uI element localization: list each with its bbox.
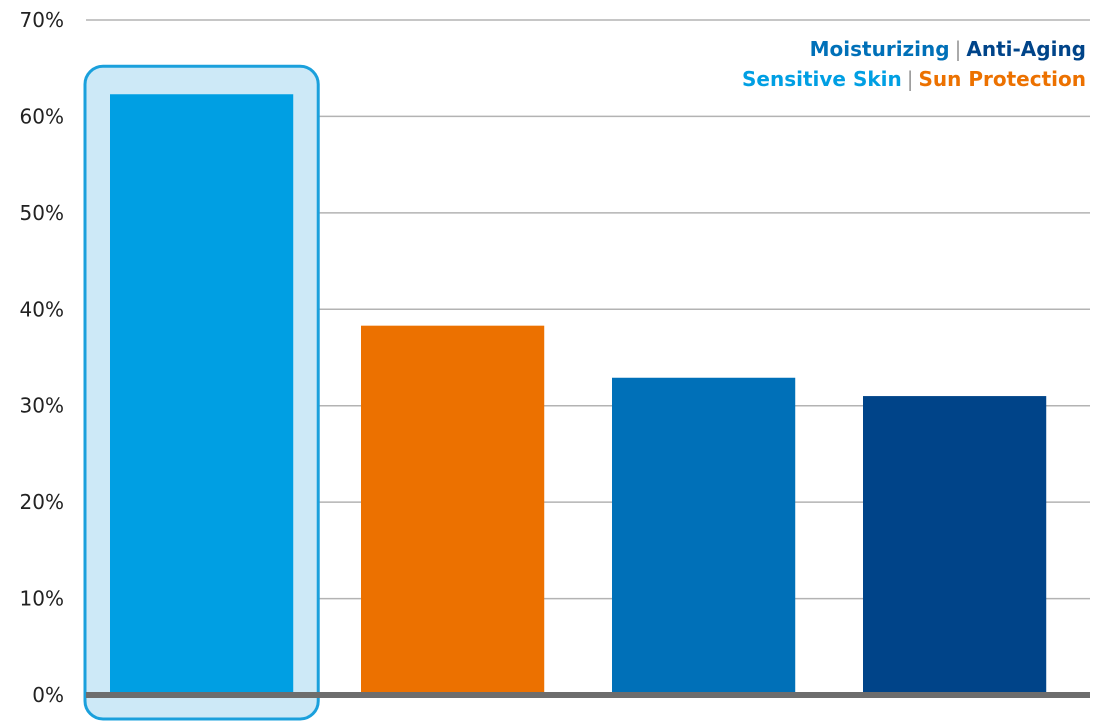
- legend-item-sun-protection: Sun Protection: [918, 67, 1086, 91]
- y-tick-label: 0%: [32, 683, 64, 707]
- legend-separator: |: [906, 67, 914, 91]
- legend-item-anti-aging: Anti-Aging: [966, 37, 1086, 61]
- y-tick-label: 60%: [20, 104, 64, 128]
- legend-row-2: Sensitive Skin | Sun Protection: [742, 64, 1086, 94]
- y-tick-label: 30%: [20, 394, 64, 418]
- y-tick-label: 70%: [20, 8, 64, 32]
- y-tick-label: 10%: [20, 587, 64, 611]
- bars: [110, 94, 1047, 695]
- y-tick-label: 40%: [20, 297, 64, 321]
- legend-row-1: Moisturizing | Anti-Aging: [742, 34, 1086, 64]
- legend-item-sensitive-skin: Sensitive Skin: [742, 67, 902, 91]
- legend: Moisturizing | Anti-Aging Sensitive Skin | S…: [742, 34, 1086, 94]
- bar-moisturizing: [612, 377, 796, 695]
- y-tick-label: 50%: [20, 201, 64, 225]
- bar-sun-protection: [361, 325, 545, 695]
- y-axis: 0% 10% 20% 30% 40% 50% 60% 70%: [20, 8, 1090, 707]
- bar-sensitive-skin: [110, 94, 294, 695]
- legend-separator: |: [954, 37, 962, 61]
- y-tick-label: 20%: [20, 490, 64, 514]
- bar-anti-aging: [863, 396, 1047, 695]
- legend-item-moisturizing: Moisturizing: [809, 37, 950, 61]
